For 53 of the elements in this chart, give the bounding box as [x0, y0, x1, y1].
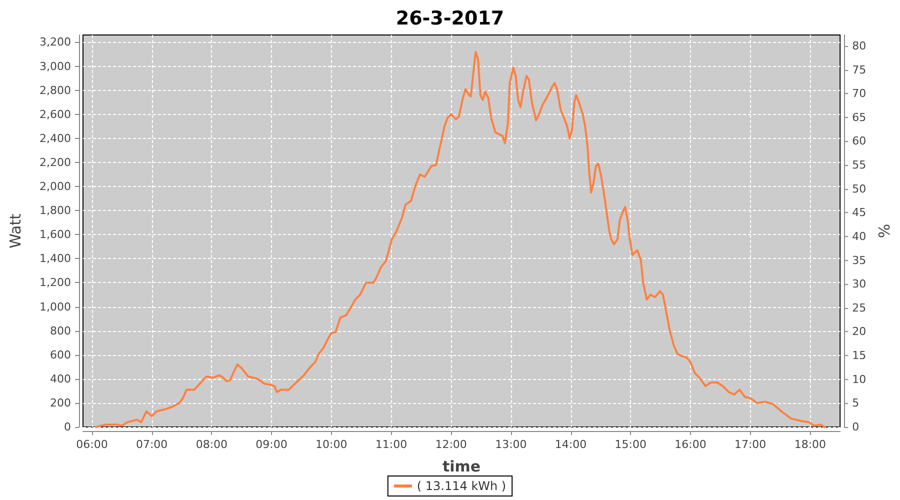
y2-tick-label: 60	[852, 134, 866, 148]
x-tick-label: 12:00	[435, 438, 467, 451]
y2-tick-label: 10	[852, 372, 866, 386]
y2-axis-title: %	[876, 224, 894, 238]
y-tick-label: 3,200	[40, 36, 71, 49]
y-axis-title: Watt	[6, 213, 24, 248]
x-tick-label: 16:00	[674, 438, 706, 451]
y-tick-label: 1,800	[40, 204, 71, 218]
legend-label: ( 13.114 kWh )	[416, 479, 506, 493]
line-series	[95, 50, 826, 428]
y2-tick-label: 25	[852, 301, 866, 314]
x-tick-label: 11:00	[375, 438, 408, 451]
y-tick-label: 2,000	[40, 180, 71, 194]
x-tick-label: 14:00	[554, 438, 587, 451]
y2-tick-label: 35	[852, 254, 866, 267]
y-tick-label: 600	[50, 348, 71, 362]
y2-tick-label: 65	[852, 110, 866, 124]
x-tick-label: 06:00	[76, 438, 108, 451]
y2-tick-label: 5	[852, 396, 860, 410]
y2-tick-label: 45	[852, 206, 866, 220]
x-tick-label: 18:00	[794, 438, 826, 451]
y-tick-label: 800	[50, 324, 71, 338]
x-axis-title: time	[442, 458, 481, 476]
y-tick-label: 2,800	[40, 84, 71, 97]
y-tick-label: 1,400	[40, 252, 71, 266]
x-tick-label: 10:00	[316, 438, 348, 451]
y2-tick-label: 20	[852, 325, 866, 338]
y-tick-label: 1,200	[40, 276, 71, 290]
x-tick-label: 08:00	[196, 438, 228, 451]
y2-tick-label: 15	[852, 349, 866, 362]
x-tick-label: 09:00	[256, 438, 288, 451]
y-tick-label: 0	[64, 420, 71, 434]
x-tick-label: 15:00	[614, 438, 646, 451]
x-tick-label: 13:00	[495, 438, 527, 451]
y-tick-label: 400	[50, 372, 71, 386]
y2-tick-label: 70	[852, 87, 866, 100]
y2-tick-label: 55	[852, 158, 866, 172]
y2-tick-label: 75	[852, 63, 866, 76]
y-tick-label: 3,000	[40, 60, 71, 73]
y-tick-label: 2,600	[40, 108, 71, 121]
chart-title: 26-3-2017	[396, 8, 504, 30]
y2-tick-label: 50	[852, 182, 866, 196]
y-tick-label: 2,400	[40, 132, 71, 145]
y2-tick-label: 0	[852, 420, 860, 434]
y-tick-label: 1,600	[40, 228, 71, 242]
y-tick-label: 200	[50, 396, 71, 410]
x-tick-label: 07:00	[136, 438, 168, 451]
y-tick-label: 2,200	[40, 156, 71, 169]
y-tick-label: 1,000	[40, 300, 71, 314]
y2-tick-label: 40	[852, 230, 866, 243]
x-tick-label: 17:00	[734, 438, 766, 451]
y2-tick-label: 80	[852, 39, 866, 52]
y2-tick-label: 30	[852, 278, 866, 291]
